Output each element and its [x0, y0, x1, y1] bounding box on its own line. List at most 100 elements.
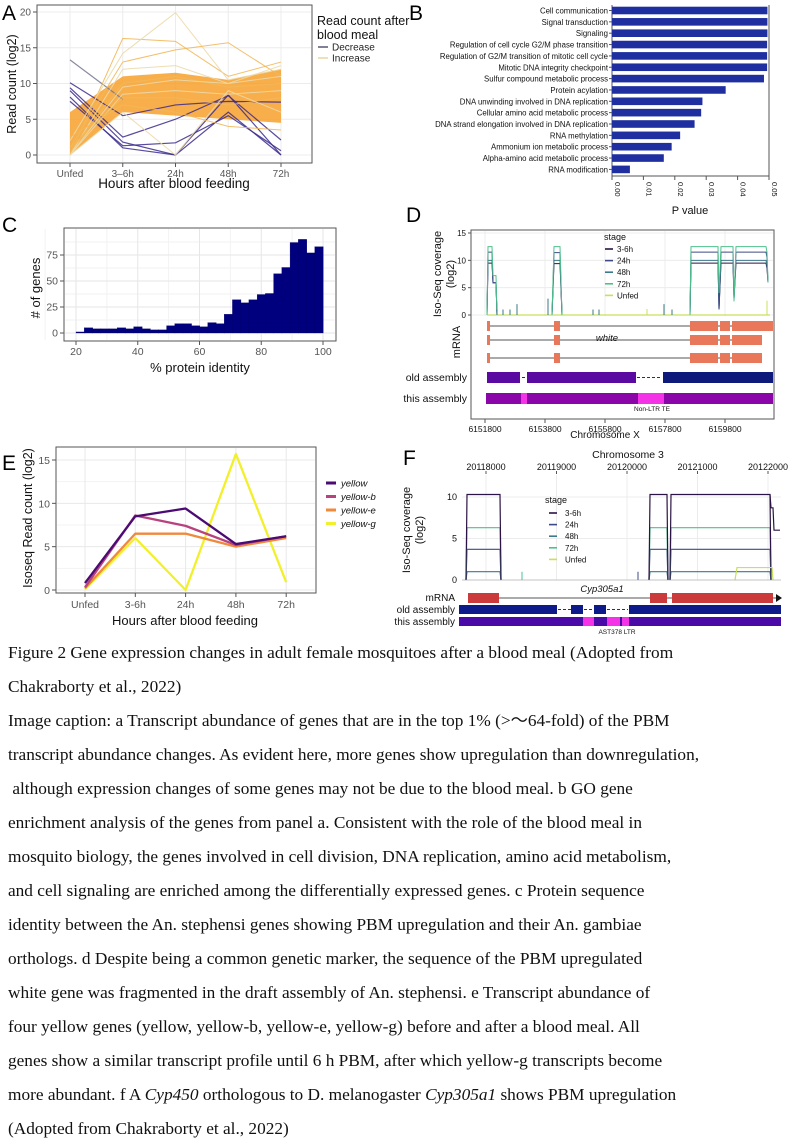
- y-tick-label: 10: [20, 79, 32, 90]
- panel-a-ylabel: Read count (log2): [5, 34, 19, 133]
- legend-label: 72h: [617, 280, 630, 289]
- panel-e-chart: 0 5 10 15 Unfed 3-6h 24h 48h 72h yellow yellow-b…: [21, 446, 377, 628]
- x-tick-label: 20118000: [466, 462, 505, 472]
- exon: [468, 593, 499, 603]
- x-tick-label: 6155800: [588, 424, 621, 434]
- x-tick-label: 20120000: [607, 462, 647, 472]
- category-label: RNA modification: [548, 165, 608, 174]
- panel-b-xlabel: P value: [672, 205, 709, 217]
- legend-label: 48h: [617, 268, 630, 277]
- series-line-yellow-g: [84, 452, 288, 592]
- histogram-bar: [182, 323, 192, 334]
- y-tick-label: 10: [38, 498, 50, 510]
- exon: [690, 335, 718, 345]
- panel-d-ylabel-2: (log2): [445, 260, 457, 288]
- histogram-bar: [158, 329, 168, 334]
- te-insertion: [607, 617, 620, 626]
- panel-label-a: A: [2, 2, 16, 25]
- series-line-increase: [69, 12, 282, 141]
- old-assembly-contig: [527, 372, 636, 383]
- histogram-bar: [232, 299, 242, 334]
- figure: A B C D E F 0 5 10 15 20 Unfed 3–6h 24h 48h 72h …: [2, 2, 788, 636]
- caption-body-line: and cell signaling are enriched among th…: [8, 881, 645, 900]
- bar: [612, 40, 768, 49]
- x-tick-label: 48h: [220, 169, 237, 180]
- caption-body-line: transcript abundance changes. As evident…: [8, 745, 700, 764]
- y-tick-label: 5: [44, 542, 50, 554]
- series-line-increase: [69, 42, 282, 149]
- x-tick-label: 6153800: [528, 424, 561, 434]
- legend-title: stage: [545, 495, 567, 505]
- panel-d-te-label: Non-LTR TE: [634, 406, 671, 413]
- series-line-increase: [69, 90, 282, 156]
- series-line-increase: [69, 37, 282, 156]
- te-insertion: [583, 617, 594, 626]
- x-tick-label: Unfed: [57, 169, 84, 180]
- histogram-bar: [207, 322, 217, 334]
- bar: [612, 6, 768, 15]
- x-tick-label: 20122000: [748, 462, 788, 472]
- x-tick-label: 0.04: [739, 182, 748, 197]
- histogram-bar: [256, 294, 266, 334]
- histogram-bar: [108, 328, 118, 334]
- panel-f-ylabel-2: (log2): [414, 516, 426, 544]
- category-label: Mitotic DNA integrity checkpoint: [498, 63, 608, 72]
- caption-body-line: orthologs. d Despite being a common gene…: [8, 949, 643, 968]
- caption-title-line: Figure 2 Gene expression changes in adul…: [8, 643, 674, 662]
- exon: [732, 335, 762, 345]
- exon: [487, 321, 490, 331]
- series-line-decrease: [69, 59, 124, 100]
- exon: [720, 353, 730, 363]
- category-label: Regulation of cell cycle G2/M phase tran…: [450, 41, 608, 50]
- y-tick-label: 0: [25, 151, 31, 162]
- x-tick-label: 20119000: [537, 462, 576, 472]
- panel-d-this-assembly-label: this assembly: [403, 393, 467, 405]
- caption-title-line: Chakraborty et al., 2022): [8, 677, 182, 696]
- histogram-bar: [215, 323, 225, 334]
- te-insertion: [622, 617, 629, 626]
- panel-label-d: D: [406, 204, 421, 227]
- caption-body-line: genes show a similar transcript profile …: [8, 1051, 663, 1070]
- histogram-bar: [100, 328, 110, 334]
- y-tick-label: 5: [462, 284, 467, 293]
- y-tick-label: 50: [46, 276, 58, 288]
- histogram-bar: [174, 323, 184, 334]
- legend-label-decrease: Decrease: [332, 43, 375, 54]
- exon: [690, 321, 718, 331]
- category-label: RNA methylation: [550, 131, 608, 140]
- histogram-bar: [248, 299, 258, 334]
- histogram-bar: [199, 326, 209, 334]
- series-line-increase: [69, 75, 282, 156]
- caption-body-line: white gene was fragmented in the draft a…: [8, 983, 651, 1002]
- y-tick-label: 0: [462, 311, 467, 320]
- histogram-bar: [92, 328, 102, 334]
- y-tick-label: 10: [457, 256, 466, 265]
- histogram-bar: [240, 302, 250, 334]
- y-tick-label: 15: [20, 43, 32, 54]
- exon: [650, 593, 667, 603]
- x-tick-label: 0.03: [707, 182, 716, 197]
- legend-title: stage: [604, 232, 626, 242]
- exon: [732, 353, 762, 363]
- histogram-bar: [273, 273, 283, 334]
- caption-body-line: more abundant. f A Cyp450 orthologous to…: [8, 1078, 800, 1112]
- x-tick-label: 72h: [277, 599, 295, 611]
- x-tick-label: 48h: [227, 599, 245, 611]
- legend-label: 3-6h: [617, 245, 633, 254]
- histogram-bar: [289, 242, 299, 334]
- y-tick-label: 20: [20, 8, 32, 19]
- legend-label: yellow-g: [340, 519, 377, 530]
- panel-d-old-assembly-label: old assembly: [406, 372, 468, 384]
- series-line-decrease: [69, 87, 282, 141]
- x-tick-label: 3-6h: [125, 599, 146, 611]
- panel-a-legend-title-2: blood meal: [317, 28, 378, 42]
- legend-label: yellow-e: [340, 506, 376, 517]
- legend-label: yellow-b: [340, 492, 376, 503]
- panel-c-chart: 0 25 50 75 20 40 60 80 100 % protein identity #…: [28, 227, 337, 375]
- legend-label: 72h: [565, 544, 578, 553]
- bar: [612, 165, 630, 174]
- y-tick-label: 5: [25, 115, 31, 126]
- legend-label: Unfed: [565, 555, 586, 564]
- histogram-bar: [224, 314, 233, 334]
- category-label: DNA strand elongation involved in DNA re…: [435, 120, 608, 129]
